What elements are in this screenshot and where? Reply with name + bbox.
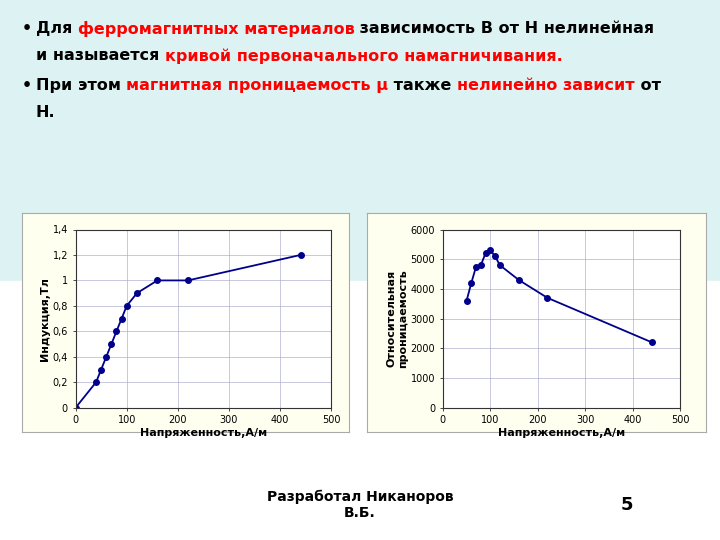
Text: Для: Для	[35, 21, 78, 36]
Text: также: также	[388, 78, 457, 93]
Text: Разработал Никаноров
В.Б.: Разработал Никаноров В.Б.	[266, 490, 454, 520]
Y-axis label: Индукция,Тл: Индукция,Тл	[40, 276, 50, 361]
Y-axis label: Относительная
проницаемость: Относительная проницаемость	[386, 269, 408, 368]
X-axis label: Напряженность,А/м: Напряженность,А/м	[140, 428, 267, 438]
Text: зависимость B от H нелинейная: зависимость B от H нелинейная	[354, 21, 654, 36]
Text: и называется: и называется	[35, 48, 165, 63]
Text: H.: H.	[35, 105, 55, 120]
Text: 5: 5	[620, 496, 633, 514]
Text: При этом: При этом	[35, 78, 126, 93]
X-axis label: Напряженность,А/м: Напряженность,А/м	[498, 428, 625, 438]
Text: нелинейно зависит: нелинейно зависит	[457, 78, 635, 93]
Text: ферромагнитных материалов: ферромагнитных материалов	[78, 21, 354, 37]
Text: магнитная проницаемость μ: магнитная проницаемость μ	[126, 78, 388, 93]
Text: •: •	[22, 78, 32, 93]
Bar	[0, 0, 720, 281]
Bar	[0, 281, 720, 540]
Text: •: •	[22, 21, 32, 36]
Text: кривой первоначального намагничивания.: кривой первоначального намагничивания.	[165, 48, 562, 64]
Text: от: от	[635, 78, 661, 93]
